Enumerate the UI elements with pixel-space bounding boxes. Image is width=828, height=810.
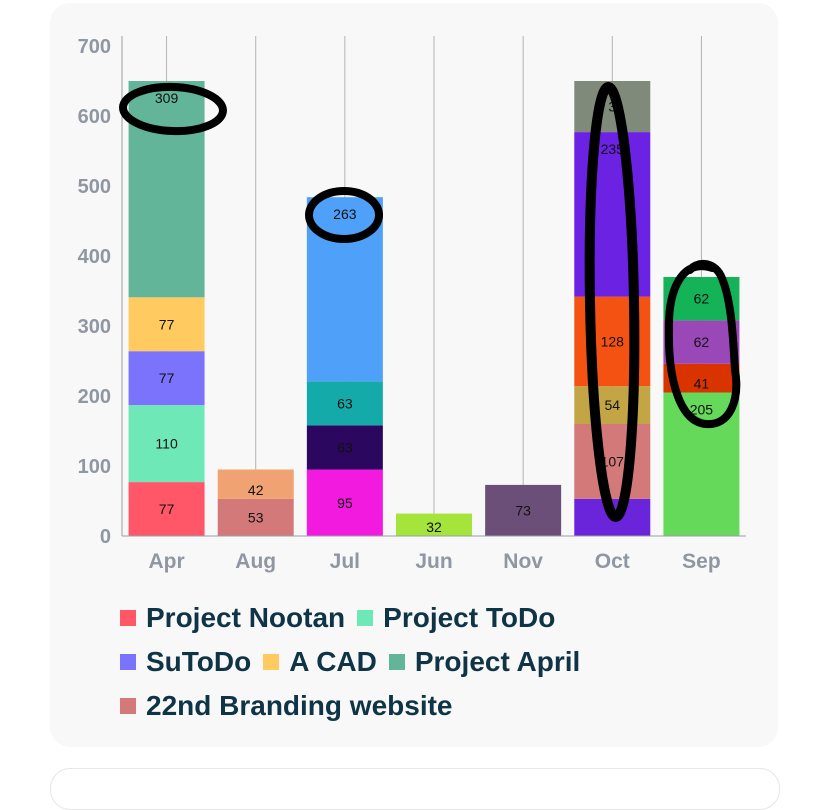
bar-segment[interactable] (663, 320, 740, 364)
x-tick-label: Jun (415, 550, 452, 573)
legend-swatch (357, 610, 374, 626)
legend-row: 22nd Branding website (120, 684, 680, 728)
annotation-circle (119, 82, 227, 136)
annotation-circle (305, 187, 383, 243)
data-label: 110 (155, 436, 178, 452)
data-label: 53 (248, 509, 264, 525)
data-label: 77 (159, 501, 175, 517)
legend-label: Project Nootan (146, 602, 346, 633)
y-tick-label: 500 (78, 176, 111, 198)
bar-segment[interactable] (485, 484, 562, 536)
data-label: 95 (337, 495, 353, 511)
legend-label: Project ToDo (383, 602, 556, 633)
legend-row: SuToDo A CAD Project April (120, 640, 680, 684)
data-label: 235 (601, 141, 625, 157)
legend-swatch (388, 654, 405, 670)
data-label: 63 (337, 439, 353, 455)
legend-label: A CAD (289, 646, 377, 677)
legend-item-project-nootan[interactable]: Project Nootan (120, 602, 345, 634)
legend-swatch (120, 654, 136, 670)
legend-item-project-todo[interactable]: Project ToDo (357, 602, 555, 634)
x-tick-label: Oct (595, 550, 630, 573)
data-label: 63 (337, 395, 353, 411)
legend-row: Project Nootan Project ToDo (120, 596, 680, 640)
legend-item-sutodo[interactable]: SuToDo (120, 646, 251, 678)
bar-segment[interactable] (217, 469, 294, 499)
legend-label: SuToDo (146, 646, 252, 677)
data-label: 128 (601, 333, 625, 349)
bar-segment[interactable] (396, 513, 472, 536)
chart-legend: Project Nootan Project ToDo SuToDo A CAD… (120, 596, 680, 728)
legend-swatch (263, 654, 280, 670)
x-tick-label: Nov (503, 550, 543, 573)
data-label: 77 (159, 316, 175, 332)
y-tick-label: 700 (78, 36, 111, 58)
data-label: 309 (155, 90, 179, 106)
bar-segment[interactable] (128, 81, 205, 298)
bar-segment[interactable] (306, 469, 383, 537)
x-tick-label: Sep (682, 550, 721, 573)
stacked-bar-chart: 0 100 200 300 400 500 600 700 77 110 77 77 309 53 42 95… (78, 36, 746, 573)
legend-swatch (120, 698, 136, 714)
data-label: 32 (426, 519, 442, 535)
x-tick-label: Aug (235, 550, 276, 573)
y-tick-label: 0 (100, 526, 111, 548)
y-tick-label: 100 (78, 456, 111, 478)
annotation-loop (664, 260, 741, 429)
bar-segment[interactable] (306, 381, 383, 426)
data-label: 77 (159, 370, 175, 386)
next-card (50, 768, 780, 810)
bar-segment[interactable] (217, 498, 294, 536)
x-tick-label: Apr (148, 550, 184, 573)
data-label: 62 (694, 291, 710, 307)
legend-label: 22nd Branding website (146, 690, 453, 721)
data-label: 54 (604, 397, 620, 413)
data-label: 42 (248, 482, 264, 498)
legend-swatch (120, 610, 136, 626)
data-label: 73 (515, 502, 531, 518)
data-label: 205 (690, 402, 714, 418)
data-label: 107 (601, 453, 625, 469)
bar-segment[interactable] (306, 425, 383, 470)
y-tick-label: 300 (78, 316, 111, 338)
data-label: 263 (333, 206, 357, 222)
data-label: 62 (694, 334, 710, 350)
x-tick-label: Jul (330, 550, 360, 573)
bar-segment[interactable] (128, 297, 205, 352)
legend-item-a-cad[interactable]: A CAD (263, 646, 377, 678)
y-tick-label: 600 (78, 106, 111, 128)
bar-segment[interactable] (128, 351, 205, 406)
bar-segment[interactable] (128, 482, 205, 536)
data-label: 41 (694, 376, 710, 392)
bar-segment[interactable] (574, 424, 651, 499)
y-tick-label: 200 (78, 386, 111, 408)
legend-label: Project April (414, 646, 581, 677)
data-label: 3 (608, 99, 616, 115)
bar-segment[interactable] (128, 405, 205, 483)
legend-item-project-april[interactable]: Project April (388, 646, 581, 678)
legend-item-22nd-branding-website[interactable]: 22nd Branding website (120, 690, 453, 722)
y-tick-label: 400 (78, 246, 111, 268)
annotation-circle (584, 82, 640, 522)
